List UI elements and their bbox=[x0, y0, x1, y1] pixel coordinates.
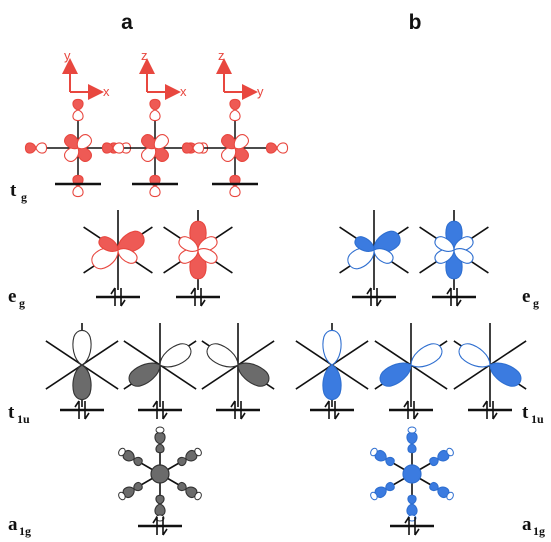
svg-text:g: g bbox=[19, 296, 25, 310]
panel-b-eg-orbital-2 bbox=[419, 210, 489, 307]
svg-text:a: a bbox=[522, 514, 532, 535]
svg-text:z: z bbox=[218, 48, 225, 63]
svg-text:1g: 1g bbox=[19, 524, 31, 538]
svg-text:1g: 1g bbox=[533, 524, 545, 538]
svg-text:1u: 1u bbox=[531, 412, 544, 426]
panel-a-a1g-orbital bbox=[118, 426, 202, 536]
level-label-t1u-left: t 1u bbox=[8, 402, 30, 426]
svg-text:g: g bbox=[21, 190, 27, 204]
axis-indicator-2: z x bbox=[139, 48, 187, 100]
svg-text:y: y bbox=[257, 84, 264, 99]
axis-indicator-1: y x bbox=[62, 48, 110, 100]
panel-b-t1u-orbital-2 bbox=[374, 323, 448, 420]
panel-b-eg-orbital-1 bbox=[339, 210, 409, 307]
svg-text:t: t bbox=[10, 180, 17, 201]
svg-text:t: t bbox=[8, 402, 15, 423]
panel-b-t1u-orbital-1 bbox=[295, 323, 369, 420]
svg-text:z: z bbox=[141, 48, 148, 63]
svg-text:e: e bbox=[8, 286, 16, 307]
level-label-a1g-right: a 1g bbox=[522, 514, 545, 538]
level-label-eg-left: e g bbox=[8, 286, 25, 310]
panel-a-t1u-orbital-1 bbox=[45, 323, 119, 420]
panel-a-t1u-orbital-3 bbox=[201, 323, 275, 420]
tg-orbital-3 bbox=[181, 98, 289, 198]
svg-text:1u: 1u bbox=[17, 412, 30, 426]
svg-text:g: g bbox=[533, 296, 539, 310]
level-label-tg: t g bbox=[10, 180, 27, 204]
level-label-eg-right: e g bbox=[522, 286, 539, 310]
svg-text:y: y bbox=[64, 48, 71, 63]
level-label-t1u-right: t 1u bbox=[522, 402, 544, 426]
axis-indicator-3: z y bbox=[216, 48, 264, 100]
panel-b-a1g-orbital bbox=[370, 426, 454, 536]
svg-text:x: x bbox=[103, 84, 110, 99]
svg-text:e: e bbox=[522, 286, 530, 307]
panel-a-label: a bbox=[121, 11, 133, 34]
svg-text:x: x bbox=[180, 84, 187, 99]
svg-text:a: a bbox=[8, 514, 18, 535]
panel-b-t1u-orbital-3 bbox=[453, 323, 527, 420]
panel-a-eg-orbital-2 bbox=[163, 210, 233, 307]
panel-a-eg-orbital-1 bbox=[83, 210, 153, 307]
level-label-a1g-left: a 1g bbox=[8, 514, 31, 538]
svg-text:t: t bbox=[522, 402, 529, 423]
panel-a-t1u-orbital-2 bbox=[123, 323, 197, 420]
panel-b-label: b bbox=[409, 11, 422, 34]
